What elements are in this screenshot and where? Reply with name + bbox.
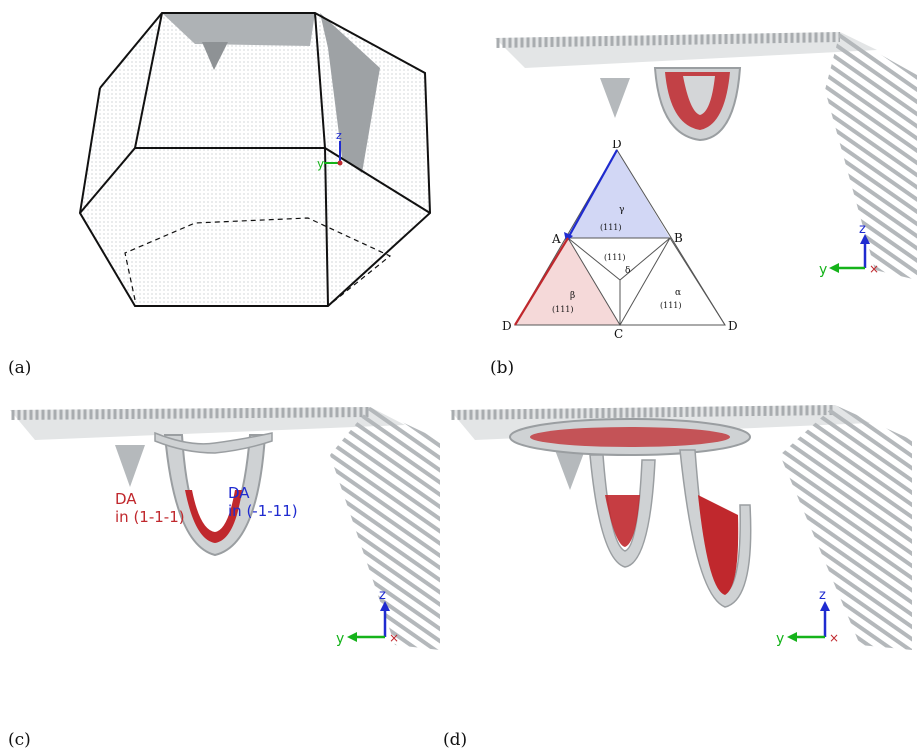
top-boundary-teeth	[450, 405, 835, 420]
greek-alpha: α	[675, 288, 681, 298]
axis-x-mark: ×	[389, 631, 399, 645]
face-gamma	[568, 150, 670, 238]
label-da-red: DA in (1-1-1)	[115, 490, 185, 526]
axis-label-z: z	[859, 222, 866, 237]
axis-label-y: y	[776, 631, 784, 647]
thompson-tetrahedron: D A B C D D γ (111) (111) δ β (111) α (1…	[500, 140, 745, 340]
vertex-a: A	[551, 232, 561, 246]
plane-delta: (111)	[604, 253, 626, 262]
axis-label-z: z	[336, 129, 342, 142]
caption-b: (b)	[490, 358, 515, 378]
axis-label-z: z	[819, 588, 826, 603]
vertex-top: D	[612, 140, 622, 151]
panel-c: × y z	[10, 395, 445, 660]
plane-gamma: (111)	[600, 223, 622, 232]
notch-cone	[600, 78, 630, 118]
top-boundary-teeth	[495, 32, 840, 48]
greek-delta: δ	[625, 266, 630, 276]
axis-x-mark: ×	[869, 262, 879, 276]
vertex-b: B	[674, 231, 683, 245]
panel-d: × y z	[450, 395, 915, 660]
right-boundary-slab	[780, 405, 912, 650]
label-da-red-line1: DA	[115, 490, 137, 508]
plane-beta: (111)	[552, 305, 574, 314]
right-boundary-slab	[825, 32, 917, 280]
expanded-partials-figure: × y z	[450, 405, 912, 650]
caption-d: (d)	[443, 730, 468, 750]
axis-label-z: z	[379, 588, 386, 603]
greek-beta: β	[570, 291, 575, 301]
label-da-blue: DA in (-1-11)	[228, 484, 298, 520]
top-boundary-teeth	[10, 407, 370, 420]
axis-label-y: y	[336, 631, 344, 647]
panel-b: × y z	[495, 20, 917, 340]
caption-a: (a)	[8, 358, 32, 378]
dislocation-loop	[653, 67, 742, 142]
axis-triad-d: × y z	[776, 588, 839, 647]
partial-dislocation-network	[509, 418, 752, 608]
caption-c: (c)	[8, 730, 31, 750]
vertex-c: C	[614, 327, 623, 340]
axis-triad-b: × y z	[819, 222, 879, 278]
dissociated-loop	[154, 431, 273, 557]
polyhedron-edges	[78, 12, 432, 307]
dissociation-figure: × y z	[10, 407, 440, 650]
thompson-tetrahedron-svg: D A B C D D γ (111) (111) δ β (111) α (1…	[502, 140, 738, 340]
axis-label-y: y	[819, 262, 827, 278]
side-grain-boundary-surface	[320, 13, 380, 173]
hidden-edges	[124, 217, 392, 307]
notch-cone	[555, 450, 585, 490]
vertex-left: D	[502, 319, 512, 333]
red-burgers-edge	[514, 237, 569, 326]
face-beta	[515, 238, 620, 325]
dislocation-loop-figure: × y z	[495, 32, 917, 280]
label-da-blue-line2: in (-1-11)	[228, 502, 298, 520]
notch-surface	[202, 42, 228, 70]
grain-polyhedron-figure: y z	[78, 12, 432, 307]
right-boundary-slab	[330, 407, 440, 650]
greek-gamma: γ	[619, 205, 624, 215]
axis-x-mark: ×	[829, 631, 839, 645]
axis-triad-c: × y z	[336, 588, 399, 647]
axis-label-y: y	[317, 157, 324, 171]
notch-cone	[115, 445, 145, 487]
panel-a: y z	[70, 8, 450, 313]
axis-triad-a: y z	[317, 129, 343, 171]
vertex-right: D	[728, 319, 738, 333]
label-da-red-line2: in (1-1-1)	[115, 508, 185, 526]
blue-burgers-edge	[567, 149, 618, 239]
plane-alpha: (111)	[660, 301, 682, 310]
label-da-blue-line1: DA	[228, 484, 250, 502]
top-grain-boundary-surface	[162, 13, 315, 46]
